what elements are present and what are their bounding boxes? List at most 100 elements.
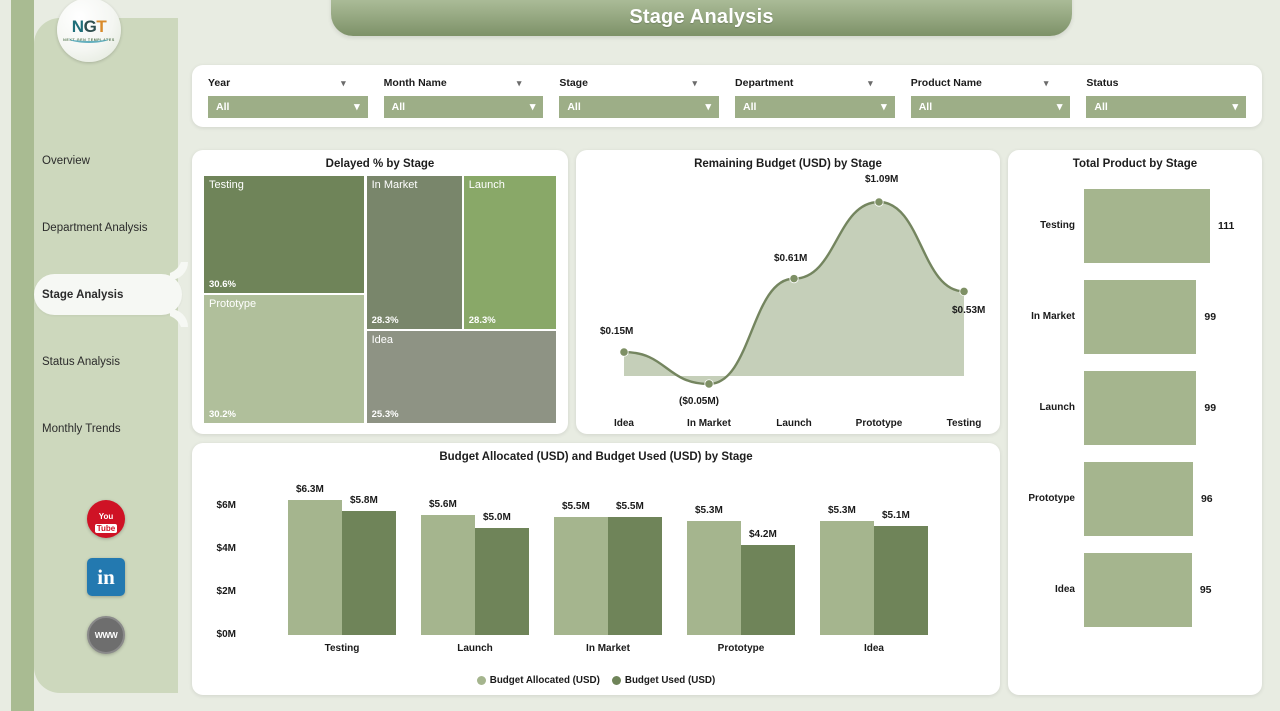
chevron-down-icon: ▾: [1056, 100, 1063, 113]
bar[interactable]: [874, 525, 928, 635]
area-chart-svg: [619, 197, 969, 389]
treemap-plot: Testing 30.6% Prototype 30.2% In Market 28.3%…: [204, 176, 556, 423]
legend-item-allocated[interactable]: Budget Allocated (USD): [476, 675, 600, 686]
slicer-stage-dropdown[interactable]: All ▾: [559, 96, 720, 118]
slicer-value: All: [391, 101, 406, 113]
bar-row: Prototype 96: [1008, 453, 1262, 544]
youtube-icon[interactable]: You Tube: [87, 500, 125, 538]
bar-value-label: $5.8M: [350, 494, 378, 506]
data-point[interactable]: [959, 286, 969, 296]
sidebar-item-label: Overview: [42, 154, 90, 167]
slicer-month-label-row: Month Name ▾: [384, 75, 544, 91]
treemap-tile-label: In Market: [371, 179, 418, 191]
bar[interactable]: [608, 517, 662, 635]
treemap-tile[interactable]: Testing 30.6%: [204, 176, 365, 294]
slicer-status-dropdown[interactable]: All ▾: [1086, 96, 1247, 118]
treemap-tile-value: 30.6%: [209, 279, 236, 291]
sidebar-item-stage-analysis[interactable]: Stage Analysis: [34, 274, 182, 315]
bar[interactable]: [1084, 188, 1210, 263]
x-axis-category-label: Idea: [863, 643, 884, 654]
slicer-value: All: [567, 101, 581, 113]
data-point[interactable]: [704, 379, 714, 389]
sidebar-item-department-analysis[interactable]: Department Analysis: [34, 207, 178, 248]
bar-value-label: 99: [1204, 310, 1217, 323]
website-glyph: WWW: [94, 630, 118, 640]
bar-category-label: Idea: [1054, 584, 1075, 595]
chart-title: Remaining Budget (USD) by Stage: [694, 158, 882, 170]
slicer-product-name: Product Name ▾ All ▾: [903, 75, 1079, 127]
treemap-tile[interactable]: Launch 28.3%: [463, 176, 556, 330]
delayed-by-stage-card: Delayed % by Stage Testing 30.6% Prototype…: [192, 150, 568, 434]
legend-label: Budget Used (USD): [624, 675, 716, 686]
slicer-month-name-dropdown[interactable]: All ▾: [383, 96, 544, 118]
data-point[interactable]: [789, 274, 799, 284]
legend-item-used[interactable]: Budget Used (USD): [611, 675, 716, 686]
chevron-down-icon[interactable]: ▾: [692, 77, 698, 88]
data-label: $0.15M: [600, 326, 634, 338]
youtube-bottom-text: Tube: [94, 523, 118, 533]
bar[interactable]: [342, 510, 396, 635]
chevron-down-icon: ▾: [705, 100, 712, 113]
slicer-stage-label-row: Stage ▾: [559, 75, 719, 91]
slicer-department-dropdown[interactable]: All ▾: [735, 96, 895, 118]
axis-tick-label: Launch: [776, 418, 812, 429]
slicer-value: All: [216, 101, 230, 113]
treemap-tile[interactable]: In Market 28.3%: [366, 176, 462, 330]
bar-value-label: 96: [1200, 492, 1213, 505]
website-icon[interactable]: WWW: [87, 616, 125, 654]
slicer-label: Status: [1086, 77, 1119, 89]
chevron-down-icon[interactable]: ▾: [341, 77, 346, 88]
slicer-label: Department: [735, 77, 794, 89]
chart-title: Delayed % by Stage: [325, 158, 435, 170]
slicer-label: Year: [208, 77, 231, 89]
bar[interactable]: [288, 500, 342, 635]
chevron-down-icon[interactable]: ▾: [868, 77, 873, 88]
bar[interactable]: [554, 517, 608, 635]
horizontal-bar-plot: Testing 111 In Market 99 Launch 99 Prototype 96…: [1008, 180, 1262, 681]
sidebar-accent-rail: [11, 0, 34, 711]
sidebar-item-monthly-trends[interactable]: Monthly Trends: [34, 408, 178, 449]
bar[interactable]: [741, 545, 795, 635]
linkedin-icon[interactable]: in: [87, 558, 125, 596]
treemap-tile-label: Testing: [209, 179, 244, 191]
bar[interactable]: [687, 521, 741, 635]
slicer-label: Product Name: [910, 77, 982, 89]
slicer-department-label-row: Department ▾: [735, 75, 895, 91]
slicer-product-name-dropdown[interactable]: All ▾: [910, 96, 1071, 118]
bar-value-label: $5.3M: [828, 505, 856, 517]
bar[interactable]: [475, 527, 529, 635]
axis-tick-label: Idea: [613, 418, 634, 429]
treemap-tile-label: Launch: [468, 179, 505, 191]
legend-swatch-icon: [611, 676, 621, 685]
sidebar-item-label: Status Analysis: [42, 355, 120, 368]
bar-value-label: 95: [1199, 583, 1212, 596]
page-header-banner: Stage Analysis: [331, 0, 1072, 36]
sidebar-item-overview[interactable]: Overview: [34, 140, 178, 181]
treemap-tile[interactable]: Prototype 30.2%: [204, 295, 365, 423]
chevron-down-icon[interactable]: ▾: [516, 77, 522, 88]
bar[interactable]: [1084, 552, 1192, 627]
sidebar: NGT NEXT GEN TEMPLATES Overview Departme…: [0, 0, 186, 711]
logo-wordmark: NGT: [71, 17, 107, 36]
bar-category-label: In Market: [1031, 311, 1075, 322]
bar[interactable]: [820, 521, 874, 635]
chevron-down-icon: ▾: [881, 100, 887, 113]
bar[interactable]: [1084, 461, 1193, 536]
chevron-down-icon: ▾: [529, 100, 536, 113]
treemap-tile[interactable]: Idea 25.3%: [366, 330, 556, 423]
bar[interactable]: [1084, 370, 1197, 445]
data-point[interactable]: [619, 347, 629, 357]
data-label: $1.09M: [865, 174, 899, 185]
slicer-bar: Year ▾ All ▾ Month Name ▾ All ▾: [192, 65, 1262, 127]
data-point[interactable]: [874, 197, 884, 207]
x-axis-category-label: In Market: [586, 643, 630, 654]
x-axis-category-label: Launch: [457, 643, 493, 654]
slicer-year-dropdown[interactable]: All ▾: [208, 96, 368, 118]
slicer-month-name: Month Name ▾ All ▾: [376, 75, 552, 127]
bar[interactable]: [1084, 279, 1197, 354]
bar-category-label: Prototype: [1028, 493, 1075, 504]
chevron-down-icon[interactable]: ▾: [1043, 77, 1049, 88]
sidebar-item-status-analysis[interactable]: Status Analysis: [34, 341, 178, 382]
bar[interactable]: [421, 515, 475, 635]
